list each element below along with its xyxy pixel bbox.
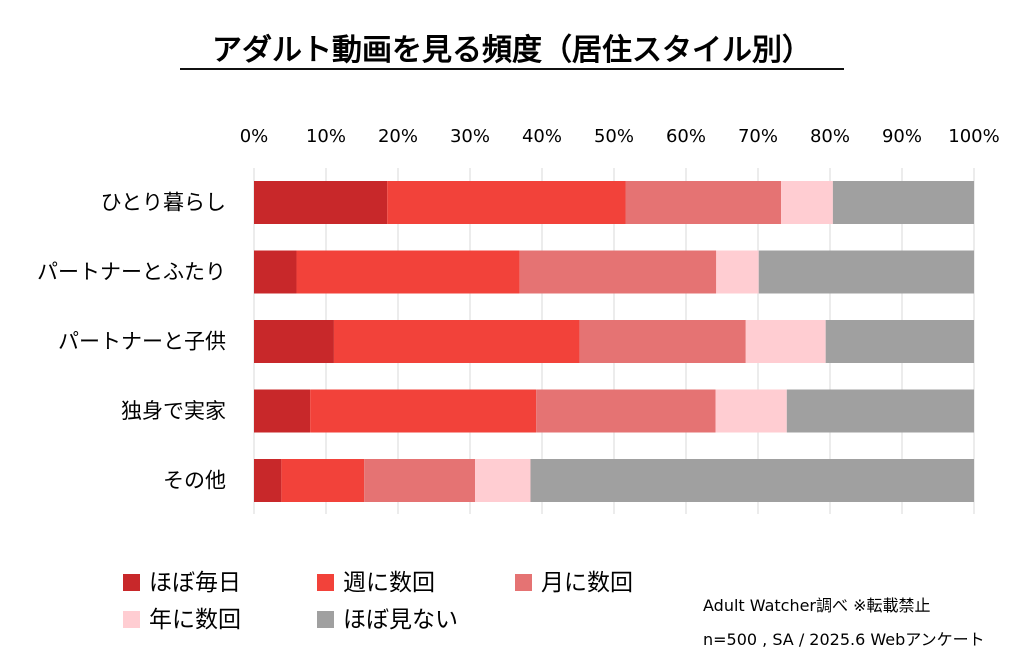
bar-segment bbox=[519, 250, 717, 294]
bar-segment bbox=[530, 459, 974, 502]
category-label: ひとり暮らし bbox=[101, 191, 226, 215]
bar-segment bbox=[364, 459, 476, 502]
bar-segment bbox=[579, 320, 746, 363]
bar-segment bbox=[387, 181, 626, 224]
bar-segment bbox=[475, 459, 531, 502]
x-tick-label: 90% bbox=[882, 126, 922, 147]
bar-segment bbox=[716, 250, 759, 294]
x-axis-ticks: 0% 10% 20% 30% 40% 50% 60% 70% 80% 90% 100% bbox=[240, 126, 1000, 147]
sample-note: n=500 , SA / 2025.6 Webアンケート bbox=[703, 630, 985, 649]
bars bbox=[254, 181, 974, 502]
category-label: 独身で実家 bbox=[121, 399, 226, 423]
bar-segment bbox=[781, 181, 833, 224]
category-label: パートナーと子供 bbox=[58, 330, 226, 354]
x-tick-label: 50% bbox=[594, 126, 634, 147]
bar-segment bbox=[254, 181, 388, 224]
x-tick-label: 80% bbox=[810, 126, 850, 147]
chart-title: アダルト動画を見る頻度（居住スタイル別） bbox=[212, 33, 812, 68]
bar-segment bbox=[832, 181, 974, 224]
bar-segment bbox=[758, 250, 974, 294]
x-tick-label: 30% bbox=[450, 126, 490, 147]
bar-segment bbox=[745, 320, 826, 363]
legend-label: 月に数回 bbox=[541, 570, 633, 596]
legend-swatch bbox=[317, 611, 334, 628]
x-tick-label: 0% bbox=[240, 126, 269, 147]
legend-swatch bbox=[515, 574, 532, 591]
x-tick-label: 70% bbox=[738, 126, 778, 147]
bar-segment bbox=[254, 250, 297, 294]
bar-segment bbox=[333, 320, 580, 363]
legend-swatch bbox=[123, 611, 140, 628]
legend-swatch bbox=[317, 574, 334, 591]
x-tick-label: 60% bbox=[666, 126, 706, 147]
x-tick-label: 20% bbox=[378, 126, 418, 147]
bar-segment bbox=[310, 389, 537, 433]
legend-label: 年に数回 bbox=[149, 607, 241, 633]
x-tick-label: 40% bbox=[522, 126, 562, 147]
bar-segment bbox=[254, 389, 311, 433]
legend-label: 週に数回 bbox=[343, 570, 435, 596]
bar-segment bbox=[625, 181, 782, 224]
legend-label: ほぼ毎日 bbox=[149, 570, 241, 596]
bar-segment bbox=[296, 250, 520, 294]
x-tick-label: 100% bbox=[948, 126, 999, 147]
bar-segment bbox=[786, 389, 974, 433]
bar-segment bbox=[825, 320, 974, 363]
category-label: パートナーとふたり bbox=[37, 260, 226, 284]
bar-segment bbox=[715, 389, 787, 433]
legend-swatch bbox=[123, 574, 140, 591]
bar-segment bbox=[536, 389, 716, 433]
source-note: Adult Watcher調べ ※転載禁止 bbox=[703, 596, 931, 615]
legend-label: ほぼ見ない bbox=[343, 607, 458, 633]
bar-segment bbox=[281, 459, 365, 502]
bar-segment bbox=[254, 320, 334, 363]
category-label: その他 bbox=[163, 469, 226, 493]
x-tick-label: 10% bbox=[306, 126, 346, 147]
bar-segment bbox=[254, 459, 282, 502]
